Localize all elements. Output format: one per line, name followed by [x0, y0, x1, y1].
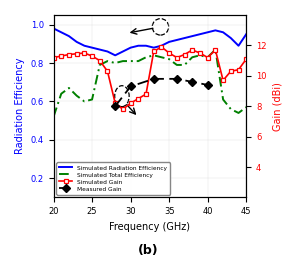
Simulated Total Efficiency — [175, 63, 178, 67]
Simulated Total Efficiency — [106, 60, 109, 63]
Simulated Total Efficiency — [144, 56, 148, 59]
Simulated Gain — [59, 54, 63, 58]
Simulated Radiation Efficiency — [129, 46, 132, 49]
Simulated Gain — [206, 56, 209, 59]
Simulated Radiation Efficiency — [144, 44, 148, 47]
X-axis label: Frequency (GHz): Frequency (GHz) — [109, 222, 190, 232]
Line: Measured Gain: Measured Gain — [112, 76, 211, 109]
Simulated Radiation Efficiency — [198, 33, 202, 36]
Simulated Radiation Efficiency — [106, 50, 109, 53]
Simulated Total Efficiency — [90, 98, 94, 101]
Simulated Total Efficiency — [244, 106, 248, 109]
Simulated Total Efficiency — [59, 92, 63, 95]
Simulated Gain — [67, 53, 71, 56]
Simulated Gain — [152, 50, 156, 53]
Simulated Radiation Efficiency — [75, 40, 78, 43]
Simulated Total Efficiency — [229, 108, 233, 111]
Line: Simulated Radiation Efficiency: Simulated Radiation Efficiency — [53, 29, 246, 55]
Simulated Gain — [52, 56, 55, 59]
Simulated Radiation Efficiency — [206, 31, 209, 34]
Simulated Total Efficiency — [237, 111, 240, 114]
Simulated Gain — [237, 68, 240, 71]
Simulated Radiation Efficiency — [90, 46, 94, 49]
Line: Simulated Gain: Simulated Gain — [51, 45, 248, 111]
Simulated Gain — [160, 45, 163, 49]
Simulated Total Efficiency — [198, 54, 202, 57]
Simulated Radiation Efficiency — [221, 31, 225, 34]
Simulated Gain — [121, 108, 125, 111]
Simulated Gain — [198, 51, 202, 54]
Simulated Total Efficiency — [214, 48, 217, 51]
Simulated Radiation Efficiency — [83, 44, 86, 47]
Simulated Radiation Efficiency — [190, 35, 194, 38]
Simulated Gain — [129, 102, 132, 105]
Simulated Gain — [168, 51, 171, 54]
Simulated Radiation Efficiency — [152, 46, 156, 49]
Simulated Gain — [90, 54, 94, 58]
Simulated Total Efficiency — [113, 61, 117, 65]
Simulated Total Efficiency — [206, 56, 209, 59]
Simulated Gain — [183, 53, 186, 56]
Simulated Total Efficiency — [183, 63, 186, 67]
Simulated Radiation Efficiency — [67, 35, 71, 38]
Line: Simulated Total Efficiency: Simulated Total Efficiency — [53, 50, 246, 117]
Simulated Gain — [83, 51, 86, 54]
Measured Gain — [206, 83, 209, 86]
Simulated Gain — [214, 48, 217, 51]
Simulated Radiation Efficiency — [59, 31, 63, 34]
Simulated Radiation Efficiency — [183, 36, 186, 40]
Y-axis label: Radiation Efficiency: Radiation Efficiency — [15, 58, 25, 154]
Simulated Radiation Efficiency — [229, 36, 233, 40]
Simulated Gain — [137, 97, 140, 100]
Measured Gain — [152, 77, 156, 80]
Simulated Radiation Efficiency — [98, 48, 102, 51]
Simulated Total Efficiency — [67, 86, 71, 89]
Simulated Total Efficiency — [152, 54, 156, 57]
Simulated Radiation Efficiency — [160, 44, 163, 47]
Simulated Total Efficiency — [121, 60, 125, 63]
Simulated Gain — [244, 58, 248, 61]
Measured Gain — [175, 77, 178, 80]
Simulated Radiation Efficiency — [137, 44, 140, 47]
Measured Gain — [129, 85, 132, 88]
Simulated Gain — [106, 70, 109, 73]
Simulated Radiation Efficiency — [175, 39, 178, 42]
Simulated Total Efficiency — [221, 98, 225, 101]
Simulated Total Efficiency — [168, 58, 171, 61]
Simulated Radiation Efficiency — [52, 27, 55, 30]
Simulated Radiation Efficiency — [121, 50, 125, 53]
Simulated Gain — [221, 79, 225, 82]
Simulated Total Efficiency — [83, 100, 86, 103]
Text: (b): (b) — [138, 244, 159, 257]
Simulated Radiation Efficiency — [168, 40, 171, 43]
Simulated Radiation Efficiency — [244, 33, 248, 36]
Simulated Gain — [98, 59, 102, 62]
Simulated Gain — [113, 102, 117, 105]
Simulated Total Efficiency — [75, 94, 78, 97]
Simulated Gain — [175, 56, 178, 59]
Y-axis label: Gain (dBi): Gain (dBi) — [272, 82, 282, 131]
Simulated Total Efficiency — [98, 63, 102, 67]
Simulated Gain — [144, 93, 148, 96]
Simulated Gain — [229, 70, 233, 73]
Simulated Total Efficiency — [137, 60, 140, 63]
Simulated Gain — [75, 52, 78, 55]
Simulated Gain — [190, 48, 194, 51]
Simulated Radiation Efficiency — [237, 44, 240, 47]
Simulated Radiation Efficiency — [214, 29, 217, 32]
Measured Gain — [113, 105, 117, 108]
Legend: Simulated Radiation Efficiency, Simulated Total Efficiency, Simulated Gain, Meas: Simulated Radiation Efficiency, Simulate… — [56, 162, 170, 195]
Measured Gain — [190, 80, 194, 84]
Simulated Total Efficiency — [160, 56, 163, 59]
Simulated Total Efficiency — [52, 115, 55, 118]
Simulated Total Efficiency — [190, 56, 194, 59]
Simulated Radiation Efficiency — [113, 54, 117, 57]
Simulated Total Efficiency — [129, 60, 132, 63]
